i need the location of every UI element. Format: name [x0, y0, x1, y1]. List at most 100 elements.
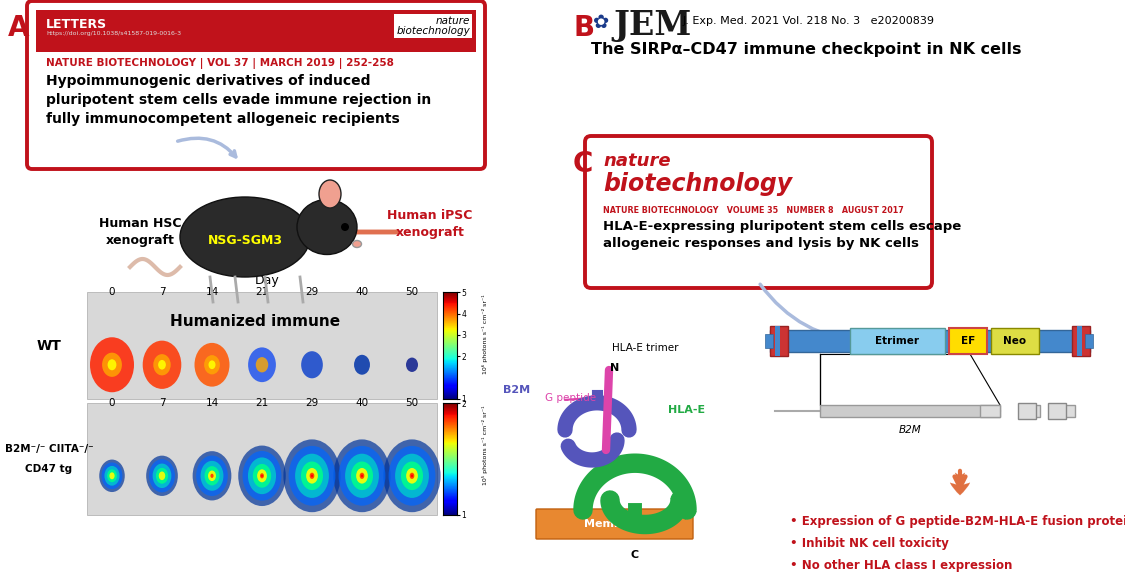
Text: 14: 14 [206, 398, 218, 408]
Text: ✿: ✿ [593, 13, 610, 32]
Text: HLA-E: HLA-E [668, 405, 705, 415]
Text: 10⁶ photons s⁻¹ cm⁻² sr⁻¹: 10⁶ photons s⁻¹ cm⁻² sr⁻¹ [482, 294, 488, 374]
FancyBboxPatch shape [536, 509, 693, 539]
Text: 14: 14 [206, 287, 218, 297]
Text: Day: Day [254, 274, 279, 287]
Text: WT: WT [36, 339, 62, 353]
Ellipse shape [302, 351, 323, 378]
Bar [770, 330, 1090, 352]
Text: • Inhibit NK cell toxicity: • Inhibit NK cell toxicity [790, 537, 948, 550]
Ellipse shape [388, 446, 435, 506]
Text: nature: nature [603, 152, 670, 170]
Text: EF: EF [961, 336, 975, 346]
Text: 21: 21 [255, 398, 269, 408]
Ellipse shape [384, 439, 441, 512]
Text: 21: 21 [255, 287, 269, 297]
Text: HLA-E-expressing pluripotent stem cells escape
allogeneic responses and lysis by: HLA-E-expressing pluripotent stem cells … [603, 220, 961, 250]
Ellipse shape [248, 457, 276, 494]
Text: G peptide: G peptide [544, 393, 596, 403]
Text: B: B [573, 14, 594, 42]
Ellipse shape [289, 446, 335, 506]
FancyBboxPatch shape [585, 136, 932, 288]
Ellipse shape [249, 347, 276, 382]
Ellipse shape [159, 360, 165, 370]
Text: Neo: Neo [1004, 336, 1027, 346]
Bar [1020, 405, 1040, 417]
Ellipse shape [406, 468, 417, 484]
Ellipse shape [238, 446, 286, 506]
Bar [1072, 326, 1090, 356]
Ellipse shape [400, 462, 423, 490]
Ellipse shape [105, 466, 119, 485]
Ellipse shape [153, 354, 171, 375]
Text: 10⁵ photons s⁻¹ cm⁻² sr⁻¹: 10⁵ photons s⁻¹ cm⁻² sr⁻¹ [482, 405, 488, 485]
Bar [1055, 405, 1076, 417]
Ellipse shape [260, 473, 264, 478]
Text: https://doi.org/10.1038/s41587-019-0016-3: https://doi.org/10.1038/s41587-019-0016-… [46, 31, 181, 36]
Text: Hypoimmunogenic derivatives of induced
pluripotent stem cells evade immune rejec: Hypoimmunogenic derivatives of induced p… [46, 74, 431, 126]
Text: 7: 7 [159, 287, 165, 297]
Ellipse shape [146, 456, 178, 496]
Ellipse shape [352, 240, 361, 247]
Ellipse shape [208, 360, 216, 369]
Text: Humanized immune: Humanized immune [170, 314, 340, 329]
Ellipse shape [361, 474, 363, 477]
Ellipse shape [196, 456, 228, 496]
Text: Membrane: Membrane [584, 519, 650, 529]
Ellipse shape [192, 451, 232, 501]
Text: N: N [611, 363, 620, 373]
Bar [87, 403, 436, 515]
Ellipse shape [102, 353, 122, 377]
Text: LETTERS: LETTERS [46, 18, 107, 31]
Ellipse shape [319, 180, 341, 208]
Ellipse shape [204, 355, 219, 374]
Text: B2M: B2M [504, 385, 531, 395]
Bar [950, 328, 987, 354]
Ellipse shape [156, 468, 168, 484]
Text: • Expression of G peptide-B2M-HLA-E fusion protein: • Expression of G peptide-B2M-HLA-E fusi… [790, 515, 1125, 528]
Text: 29: 29 [305, 398, 318, 408]
Text: 7: 7 [159, 398, 165, 408]
Ellipse shape [297, 200, 357, 254]
Text: 0: 0 [109, 398, 115, 408]
Bar [980, 405, 1000, 417]
Ellipse shape [306, 468, 318, 484]
Ellipse shape [406, 357, 418, 372]
Ellipse shape [200, 461, 224, 491]
Text: 50: 50 [405, 287, 418, 297]
Text: NATURE BIOTECHNOLOGY   VOLUME 35   NUMBER 8   AUGUST 2017: NATURE BIOTECHNOLOGY VOLUME 35 NUMBER 8 … [603, 206, 903, 215]
Ellipse shape [354, 355, 370, 375]
Ellipse shape [302, 462, 323, 490]
Text: 40: 40 [356, 398, 369, 408]
Ellipse shape [310, 474, 313, 477]
Bar [850, 328, 945, 354]
Text: HLA-E trimer: HLA-E trimer [612, 343, 678, 353]
Ellipse shape [205, 466, 219, 485]
Bar [775, 326, 780, 356]
Text: 40: 40 [356, 287, 369, 297]
Ellipse shape [210, 474, 214, 478]
FancyBboxPatch shape [27, 1, 485, 169]
Ellipse shape [153, 463, 171, 488]
Text: Human HSC
xenograft: Human HSC xenograft [99, 217, 181, 247]
Ellipse shape [339, 446, 386, 506]
Ellipse shape [410, 473, 414, 479]
Bar [991, 328, 1040, 354]
Bar [765, 334, 773, 348]
Circle shape [341, 223, 349, 231]
Ellipse shape [309, 473, 314, 479]
Ellipse shape [295, 454, 328, 498]
Text: 29: 29 [305, 287, 318, 297]
Text: CD47 tg: CD47 tg [26, 464, 72, 474]
Ellipse shape [284, 439, 341, 512]
Ellipse shape [108, 359, 116, 370]
Ellipse shape [99, 460, 125, 492]
Bar [1084, 334, 1094, 348]
Bar [820, 405, 1000, 417]
Text: C: C [573, 150, 593, 178]
Ellipse shape [159, 471, 165, 480]
Text: Etrimer: Etrimer [875, 336, 919, 346]
Ellipse shape [195, 343, 229, 386]
Ellipse shape [395, 454, 429, 498]
Ellipse shape [109, 473, 115, 480]
